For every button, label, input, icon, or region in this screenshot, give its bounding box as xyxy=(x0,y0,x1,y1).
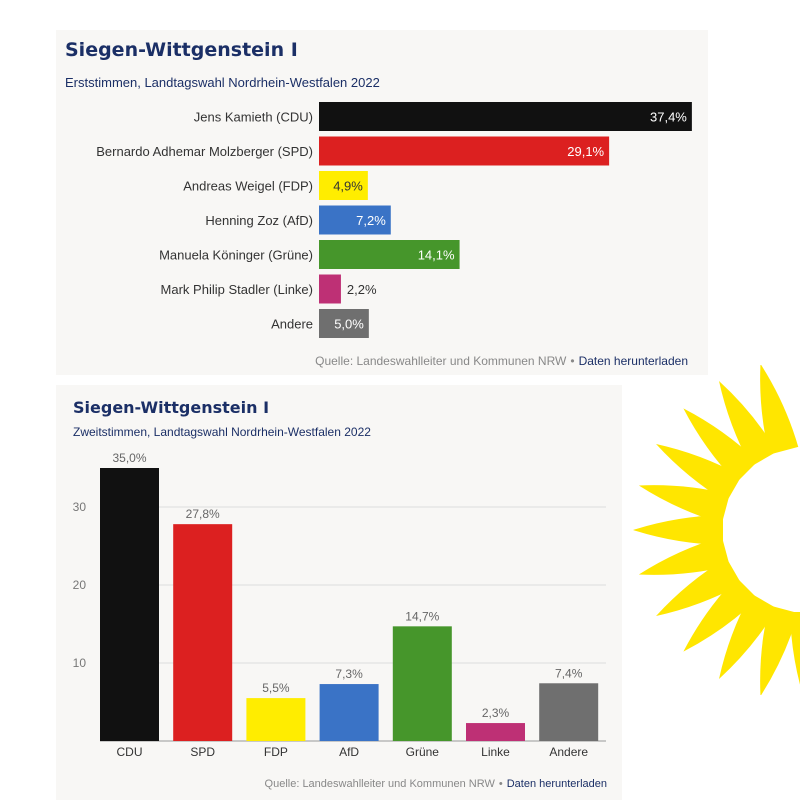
value-label: 2,2% xyxy=(347,282,377,297)
zweitstimmen-panel: Siegen-Wittgenstein I Zweitstimmen, Land… xyxy=(56,385,622,800)
sunflower-petal xyxy=(656,444,742,502)
sunflower-petal xyxy=(790,612,800,695)
category-label: Grüne xyxy=(406,745,440,759)
chart-title: Siegen-Wittgenstein I xyxy=(65,39,298,61)
category-label: Mark Philip Stadler (Linke) xyxy=(161,282,313,297)
sunflower-petal xyxy=(719,593,777,679)
source-line: Quelle: Landeswahlleiter und Kommunen NR… xyxy=(265,778,607,790)
category-label: Andreas Weigel (FDP) xyxy=(183,179,313,194)
sunflower-petal xyxy=(638,485,730,524)
value-label: 14,1% xyxy=(418,248,455,263)
erststimmen-bar-chart: Jens Kamieth (CDU) 37,4% Bernardo Adhemar … xyxy=(96,102,692,338)
value-label: 4,9% xyxy=(333,179,363,194)
category-label: AfD xyxy=(339,745,359,759)
value-label: 7,4% xyxy=(555,666,583,680)
bar xyxy=(319,240,460,269)
bar xyxy=(319,136,610,166)
chart-subtitle: Zweitstimmen, Landtagswahl Nordrhein-Wes… xyxy=(73,425,371,439)
download-link[interactable]: Daten herunterladen xyxy=(578,354,688,368)
sunflower-petal xyxy=(633,515,723,545)
source-text: Quelle: Landeswahlleiter und Kommunen NR… xyxy=(264,778,495,790)
erststimmen-panel: Siegen-Wittgenstein I Erststimmen, Landt… xyxy=(56,30,708,375)
sunflower-petal xyxy=(683,577,758,652)
sunflower-logo xyxy=(633,365,800,695)
chart-title: Siegen-Wittgenstein I xyxy=(73,398,270,417)
value-label: 35,0% xyxy=(112,451,146,465)
value-label: 2,3% xyxy=(482,706,510,720)
category-label: FDP xyxy=(264,745,288,759)
bar xyxy=(319,684,379,741)
source-text: Quelle: Landeswahlleiter und Kommunen NR… xyxy=(315,354,567,368)
bar xyxy=(392,626,452,741)
bar xyxy=(319,102,692,131)
separator-dot: • xyxy=(570,354,575,368)
bar xyxy=(319,205,391,235)
sunflower-petal xyxy=(656,558,742,616)
category-label: Linke xyxy=(481,745,510,759)
bar xyxy=(539,683,599,741)
sunflower-petal xyxy=(760,605,799,695)
category-label: Manuela Köninger (Grüne) xyxy=(159,248,313,263)
download-link[interactable]: Daten herunterladen xyxy=(506,778,607,790)
category-label: CDU xyxy=(117,745,143,759)
bar xyxy=(466,723,525,741)
category-label: Andere xyxy=(271,317,313,332)
value-label: 29,1% xyxy=(567,144,604,159)
bar xyxy=(246,698,306,741)
value-label: 7,2% xyxy=(356,213,386,228)
source-line: Quelle: Landeswahlleiter und Kommunen NR… xyxy=(315,354,688,368)
y-tick-label: 20 xyxy=(73,578,87,592)
value-label: 14,7% xyxy=(405,609,439,623)
value-label: 27,8% xyxy=(186,507,220,521)
bar xyxy=(319,274,341,304)
value-label: 5,5% xyxy=(262,681,290,695)
category-label: SPD xyxy=(190,745,215,759)
sunflower-petal xyxy=(683,408,758,483)
bar xyxy=(319,171,368,200)
category-label: Jens Kamieth (CDU) xyxy=(194,110,313,125)
zweitstimmen-bar-chart: 10 20 30 35,0% CDU 27,8% SPD 5,5% FDP 7,3% AfD 14,7… xyxy=(73,451,606,759)
category-label: Andere xyxy=(549,745,588,759)
sunflower-petal xyxy=(638,536,730,575)
sunflower-petal xyxy=(719,381,777,467)
y-tick-label: 10 xyxy=(73,656,87,670)
separator-dot: • xyxy=(498,778,503,790)
chart-subtitle: Erststimmen, Landtagswahl Nordrhein-West… xyxy=(65,75,380,90)
value-label: 37,4% xyxy=(650,110,687,125)
value-label: 7,3% xyxy=(335,667,363,681)
category-label: Bernardo Adhemar Molzberger (SPD) xyxy=(96,144,313,159)
category-label: Henning Zoz (AfD) xyxy=(205,213,313,228)
bar xyxy=(173,524,233,741)
sunflower-petal xyxy=(760,365,799,455)
bar xyxy=(319,309,369,338)
bar xyxy=(100,468,159,741)
value-label: 5,0% xyxy=(334,317,364,332)
y-tick-label: 30 xyxy=(73,500,87,514)
